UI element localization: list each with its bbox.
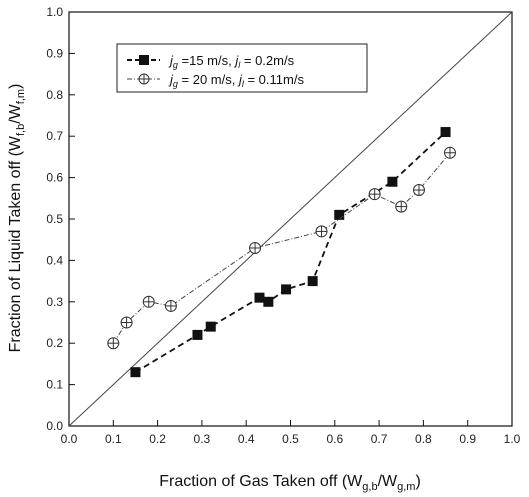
y-tick-label: 1.0 (46, 5, 63, 19)
y-tick-label: 0.1 (46, 378, 63, 392)
series-1-point (254, 292, 265, 303)
y-tick-label: 0.0 (46, 419, 63, 433)
tick-labels: 0.0 0.1 0.2 0.3 0.4 0.5 0.6 0.7 0.8 0.9 1.0 0.0 0.1 0… (46, 5, 520, 446)
x-axis-label: Fraction of Gas Taken off (Wg,b/Wg,m) (159, 473, 421, 493)
series-2-point (315, 225, 328, 238)
x-tick-label: 0.8 (415, 432, 432, 446)
series-2-point (412, 184, 425, 197)
x-tick-label: 0.0 (61, 432, 78, 446)
y-tick-label: 0.3 (46, 295, 63, 309)
legend: jg =15 m/s, jl = 0.2m/s jg = 20 m/s, jl … (116, 43, 368, 93)
x-tick-label: 1.0 (504, 432, 521, 446)
series-1-point (281, 284, 292, 295)
series-2-point (120, 316, 133, 329)
series-2-point (142, 295, 155, 308)
reference-line-group (68, 11, 513, 427)
series-1-point (307, 276, 318, 287)
series-1-point (205, 321, 216, 332)
y-tick-label: 0.9 (46, 46, 63, 60)
x-tick-label: 0.9 (459, 432, 476, 446)
x-tick-label: 0.2 (149, 432, 166, 446)
y-axis-label: Fraction of Liquid Taken off (Wf,b/Wf,m) (7, 84, 27, 353)
y-tick-label: 0.6 (46, 171, 63, 185)
x-tick-label: 0.7 (371, 432, 388, 446)
series-2-point (164, 299, 177, 312)
y-tick-label: 0.5 (46, 212, 63, 226)
series-2-point (443, 146, 456, 159)
series-2-line (112, 152, 451, 344)
series-1-point (334, 209, 345, 220)
y-tick-label: 0.7 (46, 129, 63, 143)
series-1-point (440, 127, 451, 138)
y-tick-label: 0.4 (46, 253, 63, 267)
x-tick-label: 0.1 (105, 432, 122, 446)
series-1-point (263, 296, 274, 307)
legend-marker-series-1 (139, 55, 149, 65)
legend-marker-series-2 (138, 73, 150, 85)
legend-label-series-1: jg =15 m/s, jl = 0.2m/s (168, 53, 295, 70)
legend-box (116, 43, 368, 93)
series-1-point (130, 367, 141, 378)
series-1-line (134, 131, 447, 373)
series-group (107, 127, 456, 378)
plot-area (68, 11, 513, 427)
series-2-point (395, 200, 408, 213)
series-2-point (107, 337, 120, 350)
legend-label-series-2: jg = 20 m/s, jl = 0.11m/s (168, 72, 304, 89)
y-tick-label: 0.2 (46, 336, 63, 350)
x-tick-label: 0.6 (326, 432, 343, 446)
series-1-point (192, 329, 203, 340)
x-tick-label: 0.5 (282, 432, 299, 446)
series-2-point (368, 188, 381, 201)
series-2-point (249, 241, 262, 254)
x-tick-label: 0.4 (238, 432, 255, 446)
series-1-point (387, 176, 398, 187)
y-tick-label: 0.8 (46, 88, 63, 102)
x-tick-label: 0.3 (194, 432, 211, 446)
diagonal-reference-line (68, 11, 513, 427)
